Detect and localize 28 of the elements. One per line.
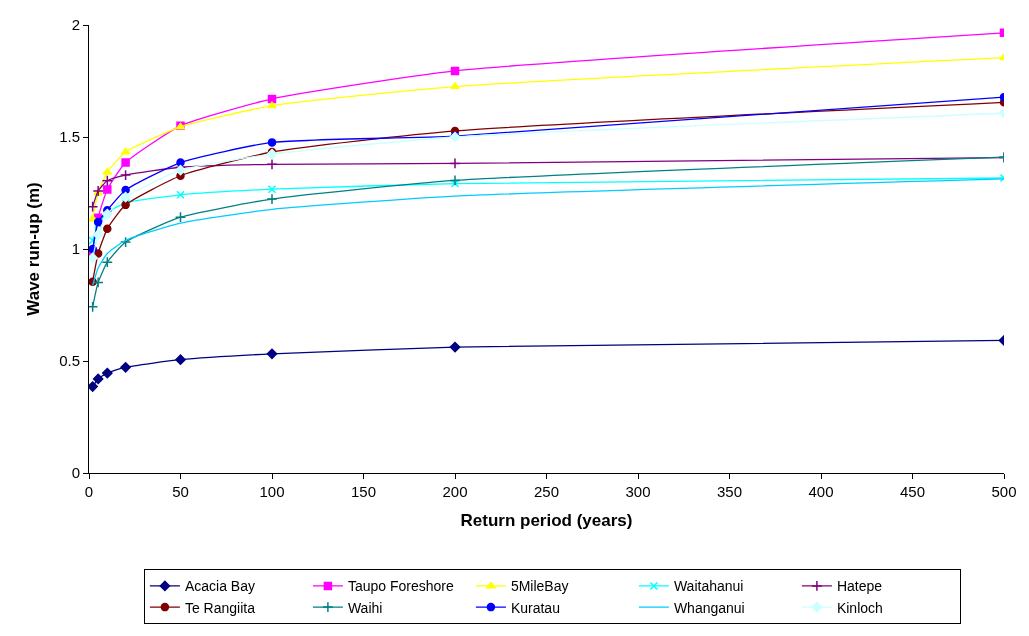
y-tick-label: 1 <box>71 240 80 258</box>
legend-label: Kinloch <box>836 599 883 616</box>
legend-label: Whanganui <box>673 599 745 616</box>
legend-label: Waitahanui <box>673 578 744 595</box>
x-tick-label: 100 <box>259 483 285 500</box>
legend-label: 5MileBay <box>510 578 569 595</box>
x-tick-label: 350 <box>716 483 743 500</box>
x-tick-label: 200 <box>442 483 468 500</box>
x-axis-title: Return period (years) <box>460 511 633 531</box>
y-tick-label: 1.5 <box>59 128 80 146</box>
x-tick-label: 50 <box>172 483 189 500</box>
y-tick-label: 0 <box>71 464 80 482</box>
x-tick-label: 450 <box>899 483 926 500</box>
legend-label: Kuratau <box>510 599 560 616</box>
x-tick-label: 150 <box>350 483 377 500</box>
x-tick-label: 400 <box>808 483 834 500</box>
y-tick-label: 0.5 <box>59 352 80 370</box>
x-tick-label: 0 <box>84 483 94 500</box>
x-tick-label: 300 <box>625 483 651 500</box>
legend-label: Waihi <box>347 599 383 616</box>
legend-label: Taupo Foreshore <box>347 578 454 595</box>
x-tick-label: 250 <box>533 483 560 500</box>
y-axis-title: Wave run-up (m) <box>23 182 43 316</box>
legend-label: Hatepe <box>836 578 883 595</box>
legend-label: Acacia Bay <box>184 578 255 595</box>
y-tick-label: 2 <box>71 16 80 34</box>
legend-label: Te Rangiita <box>184 599 256 616</box>
x-tick-label: 500 <box>991 483 1017 500</box>
